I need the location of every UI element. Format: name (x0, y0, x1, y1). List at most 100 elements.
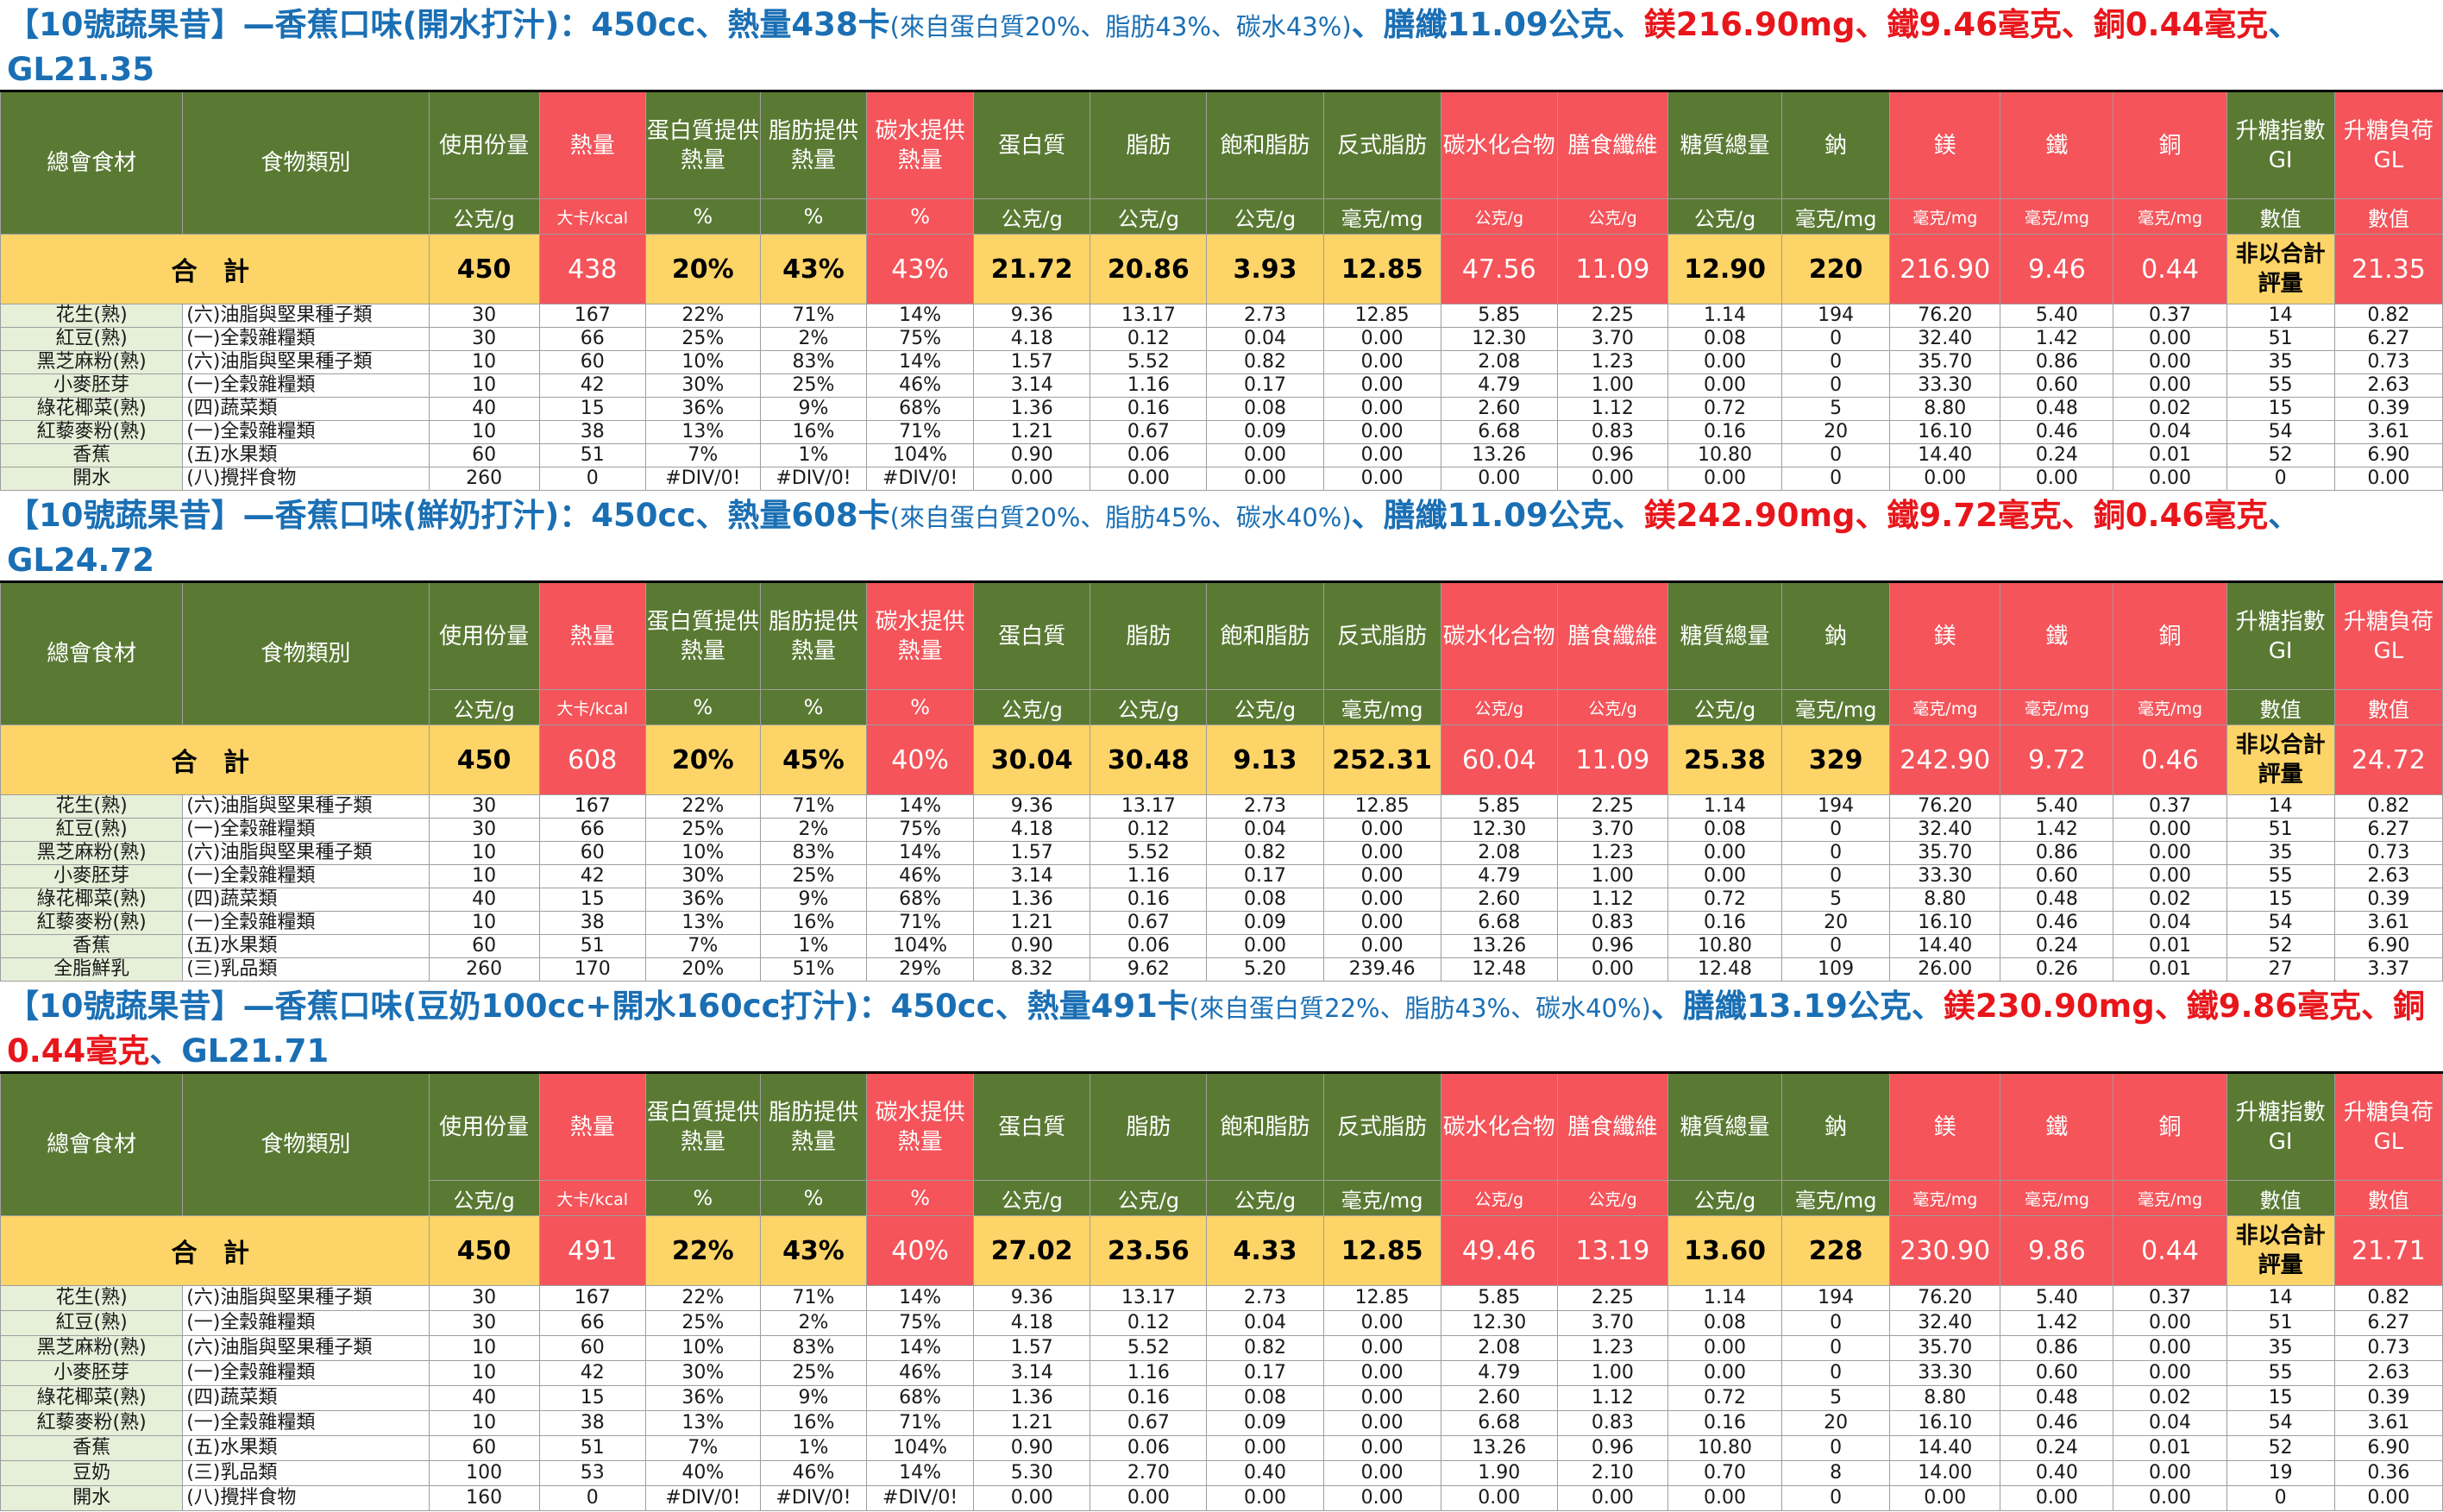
cell-carb-kcal-pct: 71% (866, 420, 975, 444)
cell-fat: 0.16 (1090, 1385, 1208, 1411)
header-fiber: 膳食纖維 (1556, 1072, 1668, 1181)
ingredient-row: 綠花椰菜(熟) (四)蔬菜類 40 15 36% 9% 68% 1.36 0.16 0.08 0.0… (0, 888, 2443, 912)
header-protein-kcal-pct: 蛋白質提供熱量 (644, 91, 761, 199)
unit-row: 公克/g 大卡/kcal%%% 公克/g 公克/g 公克/g 毫克/mg 公克/g 公克/g 公… (1, 689, 2443, 725)
cell-fat-kcal-pct: 71% (759, 304, 868, 328)
cell-trans-fat: 0.00 (1322, 888, 1441, 912)
total-fat: 23.56 (1090, 1215, 1208, 1286)
title-main: 【10號蔬果昔】—香蕉口味(鮮奶打汁)：450cc、熱量608卡 (7, 497, 890, 534)
cell-protein: 3.14 (973, 864, 1091, 888)
cell-iron: 0.00 (2000, 1485, 2114, 1511)
cell-protein-kcal-pct: 13% (644, 420, 761, 444)
cell-fiber: 3.70 (1556, 327, 1668, 351)
header-copper: 銅 (2113, 91, 2227, 199)
cell-carb-kcal-pct: 14% (866, 350, 975, 374)
total-label: 合 計 (0, 234, 430, 304)
cell-sodium: 5 (1781, 1385, 1891, 1411)
total-serving: 450 (428, 1215, 540, 1286)
nutrition-table: 總會食材 食物類別 使用份量 熱量 蛋白質提供熱量 脂肪提供熱量 碳水提供熱量 蛋白質 脂肪 飽和… (0, 580, 2443, 982)
cell-fiber: 1.12 (1556, 888, 1668, 912)
cell-magnesium: 16.10 (1889, 420, 2001, 444)
header-sodium: 鈉 (1781, 581, 1891, 690)
cell-sodium: 0 (1781, 467, 1891, 491)
cell-calories: 42 (538, 373, 646, 398)
unit-sat-fat: 公克/g (1206, 198, 1324, 235)
cell-calories: 15 (538, 1385, 646, 1411)
cell-gl: 0.39 (2333, 888, 2443, 912)
unit-sugar: 公克/g (1667, 198, 1783, 235)
cell-protein-kcal-pct: 25% (644, 818, 761, 842)
cell-serving: 10 (428, 420, 540, 444)
ingredient-row: 紅藜麥粉(熟) (一)全穀雜糧類 10 38 13% 16% 71% 1.21 0.67 0.09… (0, 1410, 2443, 1436)
cell-carbohydrate: 4.79 (1440, 373, 1558, 398)
cell-saturated-fat: 0.04 (1206, 818, 1324, 842)
cell-protein: 0.90 (973, 443, 1091, 467)
cell-sodium: 0 (1781, 1435, 1891, 1461)
ingredient-row: 紅豆(熟) (一)全穀雜糧類 30 66 25% 2% 75% 4.18 0.12 0.04 0.0… (0, 818, 2443, 842)
cell-fat-kcal-pct: 25% (759, 373, 868, 398)
cell-ingredient: 全脂鮮乳 (0, 957, 184, 982)
cell-sodium: 0 (1781, 1335, 1891, 1361)
header-gi: 升糖指數GI (2226, 1072, 2335, 1181)
cell-sodium: 0 (1781, 327, 1891, 351)
cell-carbohydrate: 0.00 (1440, 467, 1558, 491)
cell-iron: 0.46 (2000, 420, 2114, 444)
cell-ingredient: 香蕉 (0, 443, 184, 467)
cell-protein: 0.90 (973, 1435, 1091, 1461)
cell-sugar: 1.14 (1667, 1285, 1783, 1311)
cell-calories: 66 (538, 818, 646, 842)
cell-magnesium: 0.00 (1889, 467, 2001, 491)
cell-iron: 0.86 (2000, 350, 2114, 374)
cell-ingredient: 香蕉 (0, 1435, 184, 1461)
cell-ingredient: 開水 (0, 467, 184, 491)
ingredient-row: 黑芝麻粉(熟) (六)油脂與堅果種子類 10 60 10% 83% 14% 1.57 5.52 0… (0, 841, 2443, 865)
cell-sugar: 10.80 (1667, 443, 1783, 467)
cell-fat: 9.62 (1090, 957, 1208, 982)
header-protein: 蛋白質 (973, 581, 1091, 690)
header-gl: 升糖負荷GL (2333, 581, 2443, 690)
cell-fiber: 1.12 (1556, 397, 1668, 421)
total-sugar: 12.90 (1667, 234, 1783, 304)
cell-carbohydrate: 5.85 (1440, 794, 1558, 819)
cell-sugar: 1.14 (1667, 794, 1783, 819)
cell-category: (一)全穀雜糧類 (182, 864, 430, 888)
unit-serving: 公克/g (428, 1180, 540, 1216)
cell-protein-kcal-pct: 30% (644, 373, 761, 398)
cell-sodium: 0 (1781, 373, 1891, 398)
cell-gl: 3.61 (2333, 420, 2443, 444)
unit-protein-pct: % (644, 198, 761, 235)
cell-sodium: 194 (1781, 794, 1891, 819)
cell-trans-fat: 0.00 (1322, 1435, 1441, 1461)
cell-category: (五)水果類 (182, 934, 430, 958)
total-gl: 21.35 (2333, 234, 2443, 304)
cell-trans-fat: 12.85 (1322, 1285, 1441, 1311)
cell-copper: 0.00 (2113, 864, 2227, 888)
cell-sugar: 12.48 (1667, 957, 1783, 982)
unit-trans-fat: 毫克/mg (1322, 198, 1441, 235)
cell-iron: 0.48 (2000, 888, 2114, 912)
header-fiber: 膳食纖維 (1556, 91, 1668, 199)
cell-magnesium: 0.00 (1889, 1485, 2001, 1511)
cell-carbohydrate: 13.26 (1440, 934, 1558, 958)
cell-protein: 9.36 (973, 304, 1091, 328)
cell-sugar: 0.08 (1667, 818, 1783, 842)
cell-fat-kcal-pct: 1% (759, 443, 868, 467)
unit-gi: 數值 (2226, 198, 2335, 235)
total-sodium: 329 (1781, 725, 1891, 795)
recipe-title: 【10號蔬果昔】—香蕉口味(豆奶100cc+開水160cc打汁)：450cc、熱… (0, 982, 2443, 1071)
cell-sugar: 0.72 (1667, 1385, 1783, 1411)
header-iron: 鐵 (2000, 91, 2114, 199)
header-ingredient: 總會食材 (0, 91, 184, 235)
unit-fat-pct: % (759, 689, 868, 725)
cell-serving: 30 (428, 1310, 540, 1336)
cell-carbohydrate: 12.30 (1440, 327, 1558, 351)
total-gi: 非以合計評量 (2226, 1215, 2335, 1286)
ingredient-row: 香蕉 (五)水果類 60 51 7% 1% 104% 0.90 0.06 0.00 0.00 13.2… (0, 1435, 2443, 1461)
cell-sugar: 0.00 (1667, 1485, 1783, 1511)
cell-category: (六)油脂與堅果種子類 (182, 1335, 430, 1361)
cell-fat-kcal-pct: 9% (759, 888, 868, 912)
header-iron: 鐵 (2000, 1072, 2114, 1181)
cell-fiber: 2.25 (1556, 1285, 1668, 1311)
ingredient-row: 豆奶 (三)乳品類 100 53 40% 46% 14% 5.30 2.70 0.40 0.00 1.… (0, 1460, 2443, 1486)
cell-protein-kcal-pct: 10% (644, 841, 761, 865)
